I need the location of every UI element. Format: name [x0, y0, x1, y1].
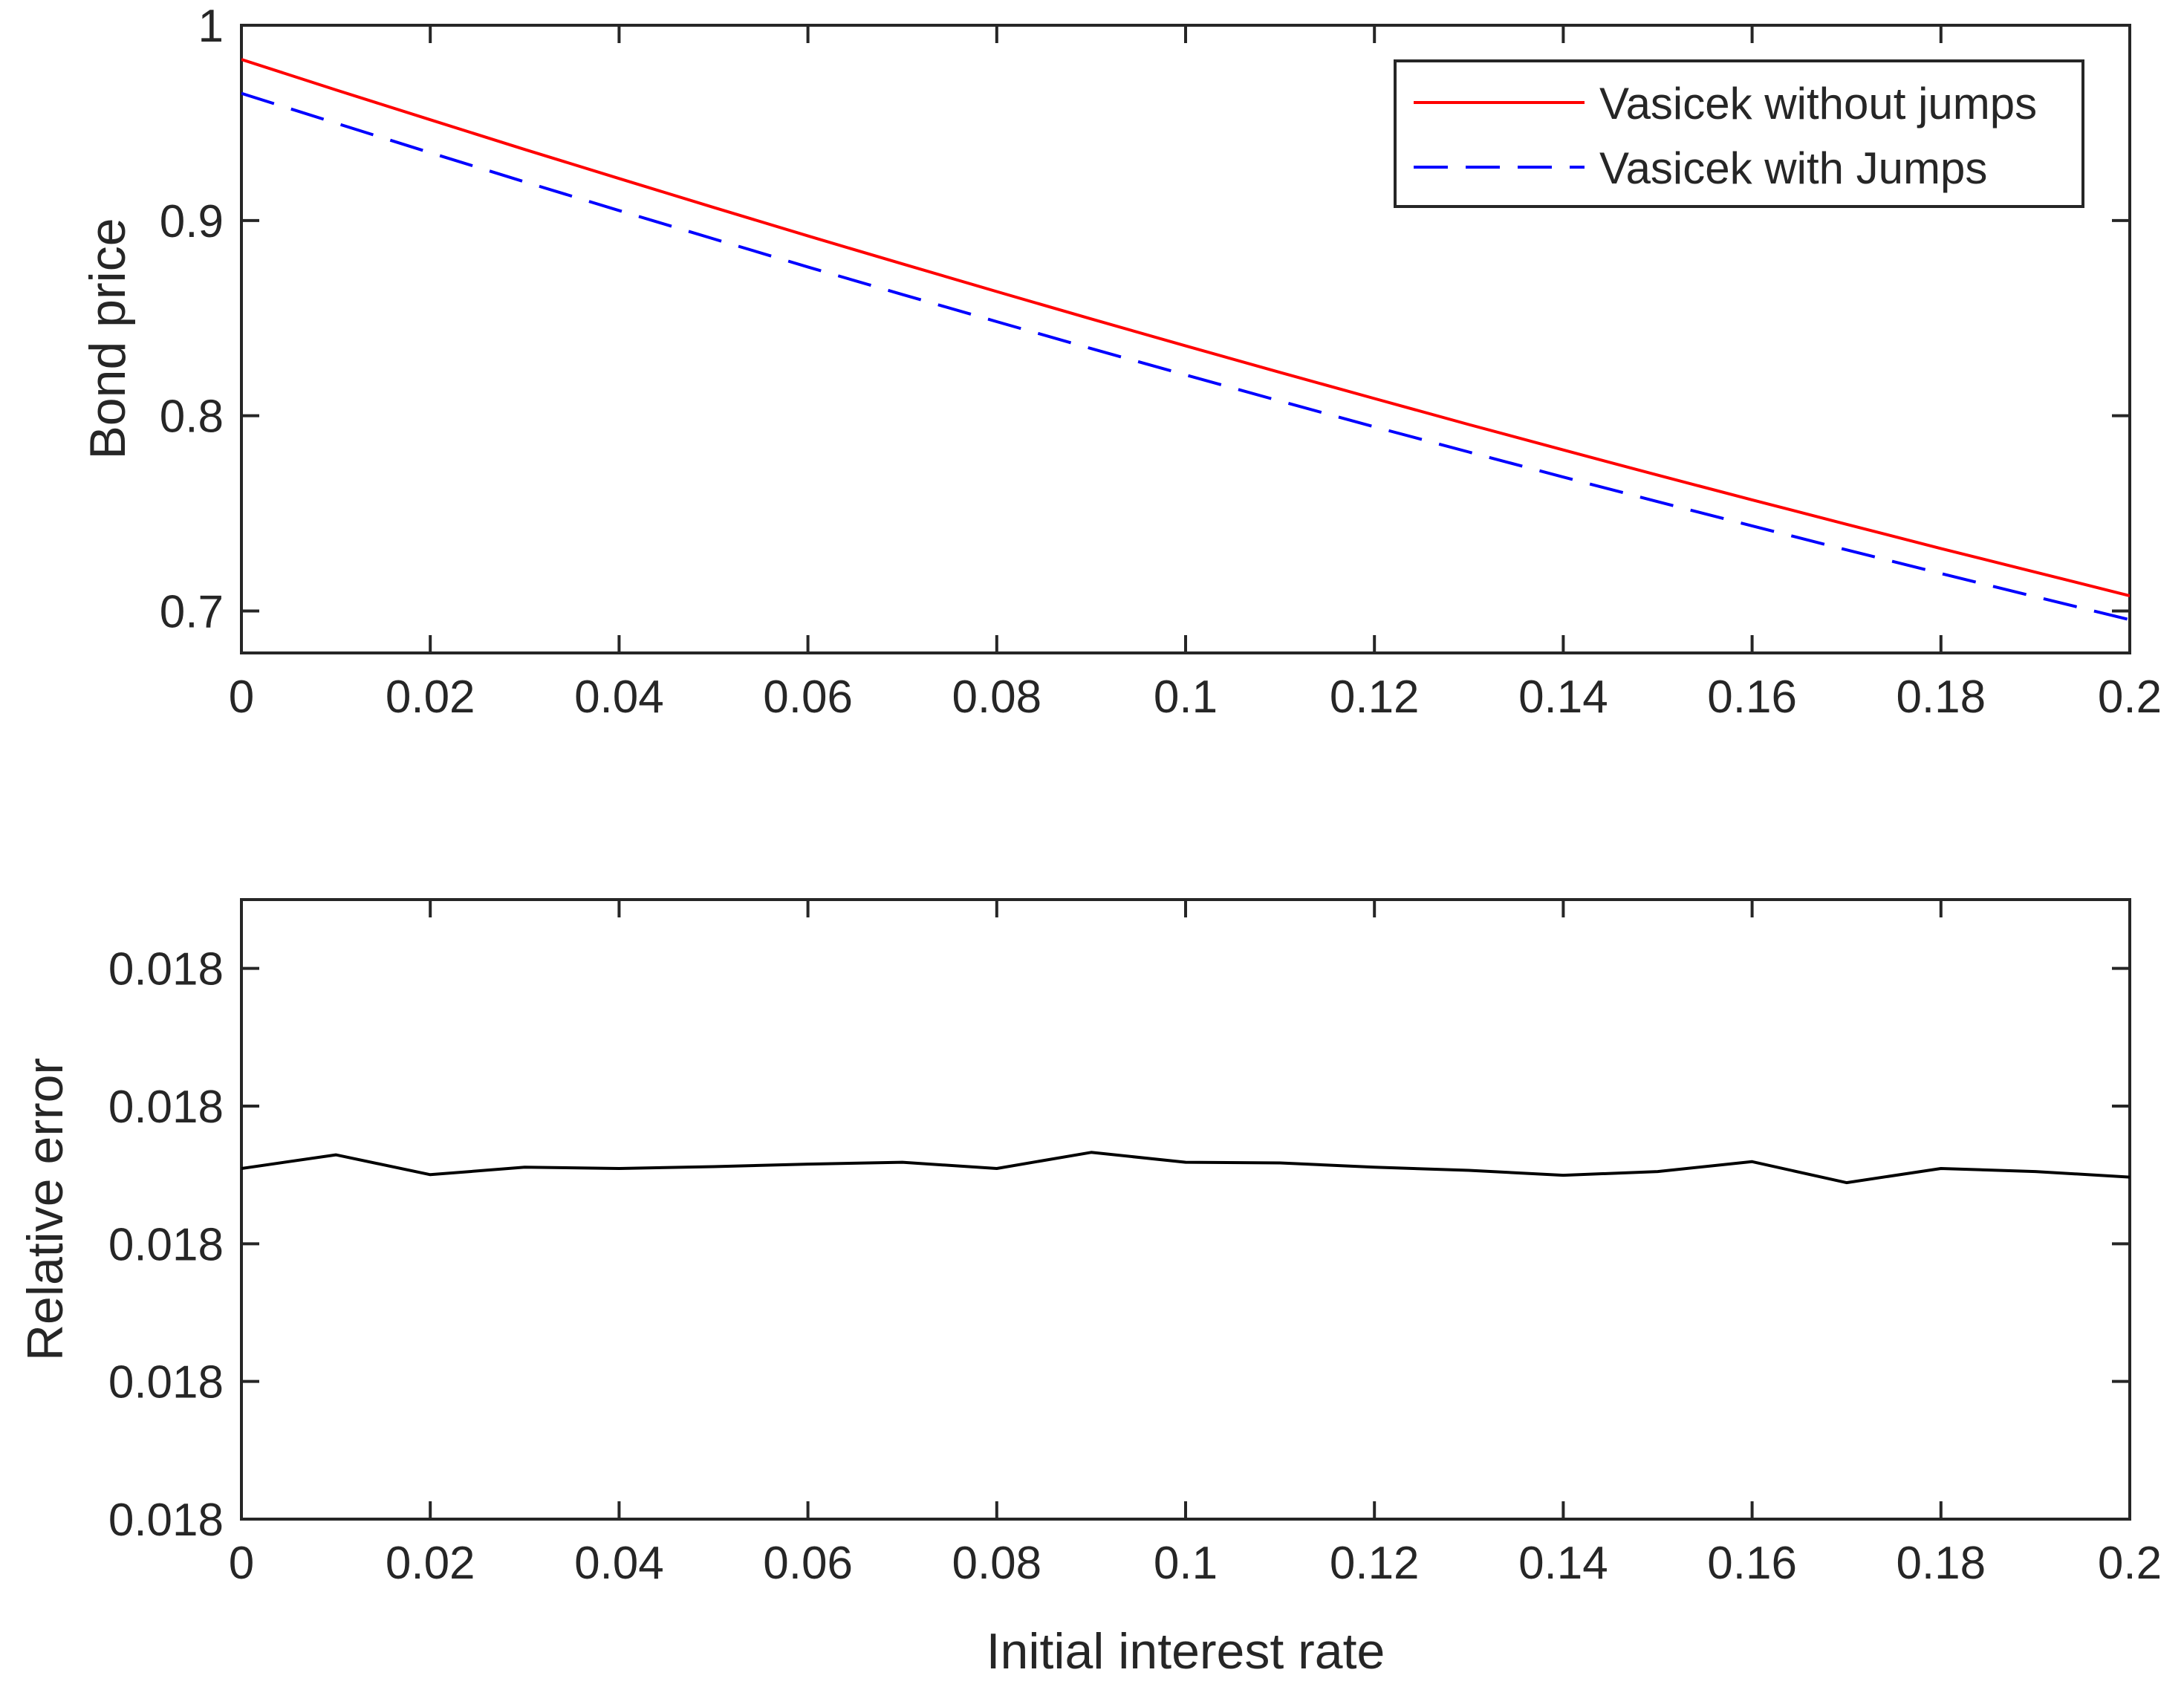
bond-price-series-vasicek-without-jumps — [241, 58, 2130, 597]
bond-price-x-tick-label: 0.16 — [1707, 672, 1797, 723]
legend-label-no-jumps: Vasicek without jumps — [1599, 79, 2037, 129]
legend-label-jumps: Vasicek with Jumps — [1599, 143, 1987, 193]
bond-price-y-tick-label: 1 — [198, 1, 224, 52]
relative-error-y-tick-labels: 0.018 0.018 0.018 0.018 0.018 — [108, 944, 224, 1546]
bond-price-x-tick-labels: 0 0.02 0.04 0.06 0.08 0.1 0.12 0.14 0.16 0.18 0.2 — [229, 672, 2162, 723]
relative-error-x-label: Initial interest rate — [987, 1623, 1385, 1680]
bond-price-x-tick-label: 0.06 — [763, 672, 853, 723]
relative-error-y-tick-label: 0.018 — [108, 1357, 224, 1408]
bond-price-x-tick-label: 0.12 — [1330, 672, 1420, 723]
bond-price-x-tick-label: 0.14 — [1518, 672, 1608, 723]
relative-error-y-label: Relative error — [17, 1058, 74, 1361]
relative-error-x-tick-label: 0.1 — [1154, 1538, 1218, 1589]
relative-error-series — [241, 1151, 2130, 1185]
legend: Vasicek without jumps Vasicek with Jumps — [1394, 59, 2084, 208]
relative-error-plot-area — [240, 898, 2131, 1521]
bond-price-x-tick-label: 0.2 — [2098, 672, 2162, 723]
bond-price-x-tick-label: 0 — [229, 672, 254, 723]
relative-error-y-tick-label: 0.018 — [108, 944, 224, 995]
bond-price-series — [241, 58, 2130, 622]
relative-error-y-tick-label: 0.018 — [108, 1219, 224, 1270]
relative-error-series-relative-error — [241, 1151, 2130, 1185]
relative-error-x-tick-label: 0.12 — [1330, 1538, 1420, 1589]
bond-price-panel: 0 0.02 0.04 0.06 0.08 0.1 0.12 0.14 0.16 0.18 0.2 … — [79, 1, 2162, 723]
relative-error-x-tick-label: 0 — [229, 1538, 254, 1589]
bond-price-y-tick-labels: 0.7 0.8 0.9 1 — [160, 1, 224, 637]
relative-error-x-tick-label: 0.16 — [1707, 1538, 1797, 1589]
bond-price-x-tick-label: 0.1 — [1154, 672, 1218, 723]
relative-error-x-tick-label: 0.18 — [1896, 1538, 1986, 1589]
relative-error-y-tick-label: 0.018 — [108, 1082, 224, 1133]
bond-price-y-label: Bond price — [79, 218, 136, 459]
bond-price-series-vasicek-with-jumps — [241, 91, 2130, 622]
bond-price-y-tick-label: 0.7 — [160, 586, 224, 637]
relative-error-x-tick-label: 0.14 — [1518, 1538, 1608, 1589]
relative-error-x-tick-label: 0.02 — [386, 1538, 475, 1589]
bond-price-x-tick-label: 0.18 — [1896, 672, 1986, 723]
legend-box — [1394, 59, 2084, 208]
relative-error-ticks — [240, 900, 2131, 1521]
relative-error-x-tick-labels: 0 0.02 0.04 0.06 0.08 0.1 0.12 0.14 0.16 0.18 0.2 — [229, 1538, 2162, 1589]
relative-error-x-tick-label: 0.04 — [574, 1538, 664, 1589]
relative-error-x-tick-label: 0.06 — [763, 1538, 853, 1589]
relative-error-x-tick-label: 0.08 — [952, 1538, 1041, 1589]
bond-price-y-tick-label: 0.9 — [160, 196, 224, 247]
relative-error-panel: 0 0.02 0.04 0.06 0.08 0.1 0.12 0.14 0.16 0.18 0.2 … — [17, 898, 2162, 1680]
bond-price-y-tick-label: 0.8 — [160, 391, 224, 443]
bond-price-x-tick-label: 0.04 — [574, 672, 664, 723]
bond-price-x-tick-label: 0.02 — [386, 672, 475, 723]
relative-error-x-tick-label: 0.2 — [2098, 1538, 2162, 1589]
bond-price-x-tick-label: 0.08 — [952, 672, 1041, 723]
bond-price-ticks — [240, 24, 2131, 653]
relative-error-y-tick-label: 0.018 — [108, 1495, 224, 1546]
